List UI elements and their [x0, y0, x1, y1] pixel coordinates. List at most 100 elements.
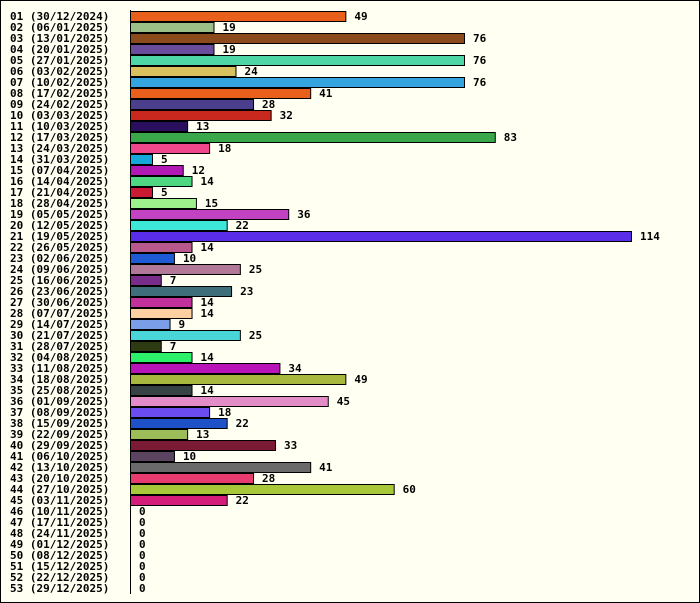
value-label: 36: [297, 208, 311, 221]
category-label: 26 (23/06/2025): [10, 285, 109, 298]
value-label: 28: [262, 472, 275, 485]
category-label: 34 (18/08/2025): [10, 373, 109, 386]
category-label: 24 (09/06/2025): [10, 263, 109, 276]
bar: [130, 77, 465, 88]
bar: [130, 352, 193, 363]
value-label: 19: [223, 21, 236, 34]
value-label: 49: [354, 373, 367, 386]
value-label: 14: [201, 241, 215, 254]
category-label: 20 (12/05/2025): [10, 219, 109, 232]
category-label: 19 (05/05/2025): [10, 208, 109, 221]
value-label: 14: [201, 296, 215, 309]
bar: [130, 209, 290, 220]
bar: [130, 253, 175, 264]
bar: [130, 66, 237, 77]
value-label: 25: [249, 329, 262, 342]
value-label: 0: [139, 538, 146, 551]
category-label: 10 (03/03/2025): [10, 109, 109, 122]
bar: [130, 88, 312, 99]
category-label: 15 (07/04/2025): [10, 164, 109, 177]
bar: [130, 99, 255, 110]
category-label: 46 (10/11/2025): [10, 505, 109, 518]
category-label: 51 (15/12/2025): [10, 560, 109, 573]
value-label: 41: [319, 461, 333, 474]
value-label: 114: [640, 230, 660, 243]
bar: [130, 187, 153, 198]
category-label: 28 (07/07/2025): [10, 307, 109, 320]
value-label: 0: [139, 549, 146, 562]
value-label: 45: [337, 395, 350, 408]
value-label: 14: [201, 175, 215, 188]
bar: [130, 11, 347, 22]
bar: [130, 374, 347, 385]
category-label: 52 (22/12/2025): [10, 571, 109, 584]
category-label: 44 (27/10/2025): [10, 483, 109, 496]
category-label: 49 (01/12/2025): [10, 538, 109, 551]
category-label: 12 (17/03/2025): [10, 131, 109, 144]
category-label: 21 (19/05/2025): [10, 230, 109, 243]
value-label: 0: [139, 571, 146, 584]
category-label: 27 (30/06/2025): [10, 296, 109, 309]
category-label: 35 (25/08/2025): [10, 384, 109, 397]
bar: [130, 407, 211, 418]
bar: [130, 418, 228, 429]
category-label: 13 (24/03/2025): [10, 142, 109, 155]
category-label: 02 (06/01/2025): [10, 21, 109, 34]
value-label: 25: [249, 263, 262, 276]
value-label: 5: [161, 186, 168, 199]
value-label: 7: [170, 340, 177, 353]
value-label: 83: [504, 131, 517, 144]
category-label: 43 (20/10/2025): [10, 472, 109, 485]
category-label: 32 (04/08/2025): [10, 351, 109, 364]
bar: [130, 220, 228, 231]
bar: [130, 341, 162, 352]
bar: [130, 297, 193, 308]
category-label: 16 (14/04/2025): [10, 175, 109, 188]
category-label: 06 (03/02/2025): [10, 65, 109, 78]
value-label: 15: [205, 197, 218, 210]
value-label: 13: [196, 120, 209, 133]
bar: [130, 154, 153, 165]
value-label: 0: [139, 560, 146, 573]
category-label: 37 (08/09/2025): [10, 406, 109, 419]
category-label: 23 (02/06/2025): [10, 252, 109, 265]
bar: [130, 198, 197, 209]
bar: [130, 319, 171, 330]
category-label: 30 (21/07/2025): [10, 329, 109, 342]
value-label: 10: [183, 450, 196, 463]
value-label: 10: [183, 252, 196, 265]
value-label: 18: [218, 406, 231, 419]
value-label: 76: [473, 32, 487, 45]
value-label: 23: [240, 285, 253, 298]
category-label: 38 (15/09/2025): [10, 417, 109, 430]
bar: [130, 143, 211, 154]
category-label: 11 (10/03/2025): [10, 120, 109, 133]
bar: [130, 33, 465, 44]
bar: [130, 275, 162, 286]
value-label: 76: [473, 76, 487, 89]
value-label: 34: [288, 362, 302, 375]
value-label: 13: [196, 428, 209, 441]
value-label: 22: [236, 219, 249, 232]
category-label: 04 (20/01/2025): [10, 43, 109, 56]
bar: [130, 385, 193, 396]
bar: [130, 330, 241, 341]
bar: [130, 242, 193, 253]
category-label: 08 (17/02/2025): [10, 87, 109, 100]
value-label: 76: [473, 54, 487, 67]
bar: [130, 363, 281, 374]
category-label: 42 (13/10/2025): [10, 461, 109, 474]
category-label: 41 (06/10/2025): [10, 450, 109, 463]
value-label: 28: [262, 98, 275, 111]
value-label: 14: [201, 307, 215, 320]
value-label: 14: [201, 384, 215, 397]
category-label: 03 (13/01/2025): [10, 32, 109, 45]
value-label: 0: [139, 505, 146, 518]
bar: [130, 121, 189, 132]
bar: [130, 308, 193, 319]
category-label: 31 (28/07/2025): [10, 340, 109, 353]
value-label: 18: [218, 142, 231, 155]
bar: [130, 429, 189, 440]
